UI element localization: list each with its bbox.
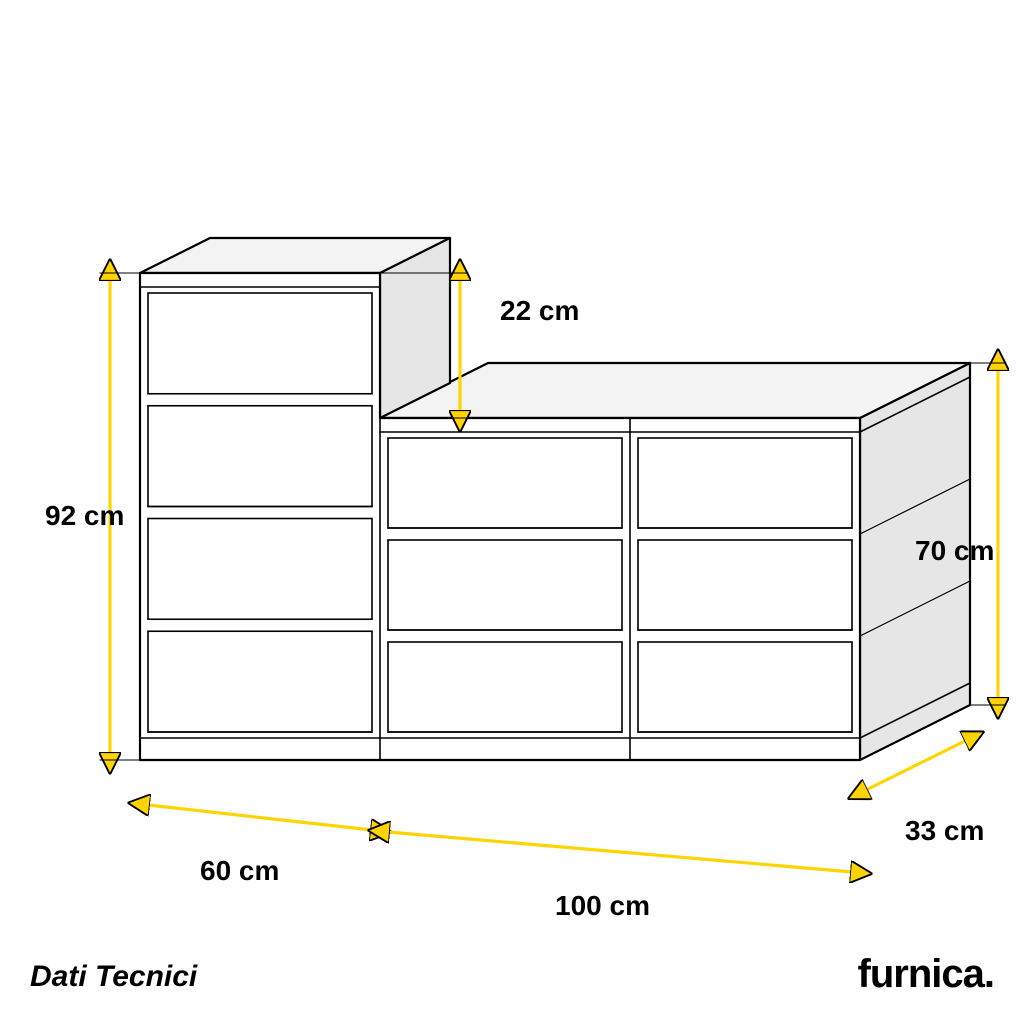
- dim-width-left: 60 cm: [200, 855, 279, 887]
- dim-height-right: 70 cm: [915, 535, 994, 567]
- dim-width-right: 100 cm: [555, 890, 650, 922]
- technical-drawing: [0, 0, 1024, 1024]
- dim-depth: 33 cm: [905, 815, 984, 847]
- caption-technical-data: Dati Tecnici: [30, 960, 197, 994]
- brand-logo: furnica.: [858, 952, 994, 997]
- dim-height-step: 22 cm: [500, 295, 579, 327]
- dim-height-left: 92 cm: [45, 500, 124, 532]
